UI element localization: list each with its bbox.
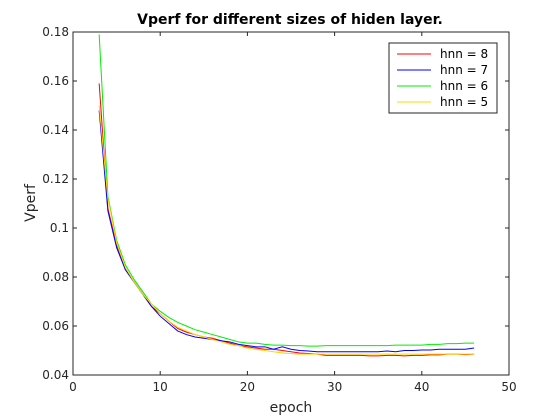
legend-box (388, 42, 498, 114)
legend-label-1: hnn = 8 (440, 47, 488, 61)
y-axis-label: Vperf (23, 183, 39, 222)
series-line-3 (98, 34, 475, 347)
x-tick-label: 0 (69, 380, 77, 394)
x-tick-label: 30 (327, 380, 342, 394)
y-tick-label: 0.04 (42, 368, 69, 382)
x-tick-label: 10 (153, 380, 168, 394)
series-line-4 (98, 105, 475, 355)
legend: hnn = 8 hnn = 7 hnn = 6 hnn = 5 (388, 42, 498, 114)
x-tick-label: 20 (240, 380, 255, 394)
y-tick-label: 0.08 (42, 270, 69, 284)
series-lines (98, 34, 475, 357)
y-tick-label: 0.06 (42, 319, 69, 333)
y-tick-label: 0.12 (42, 172, 69, 186)
series-line-2 (98, 110, 475, 353)
y-tick-label: 0.1 (50, 221, 69, 235)
y-tick-label: 0.14 (42, 123, 69, 137)
x-axis-label: epoch (270, 400, 313, 416)
x-tick-label: 50 (501, 380, 516, 394)
legend-label-2: hnn = 7 (440, 63, 488, 77)
chart-title: Vperf for different sizes of hiden layer… (137, 12, 443, 28)
legend-label-4: hnn = 5 (440, 95, 488, 109)
y-tick-label: 0.16 (42, 74, 69, 88)
y-axis: 0.04 0.06 0.08 0.1 0.12 0.14 0.16 0.18 (42, 25, 509, 382)
legend-label-3: hnn = 6 (440, 79, 488, 93)
x-axis: 0 10 20 30 40 50 (69, 32, 517, 394)
y-tick-label: 0.18 (42, 25, 69, 39)
x-tick-label: 40 (414, 380, 429, 394)
